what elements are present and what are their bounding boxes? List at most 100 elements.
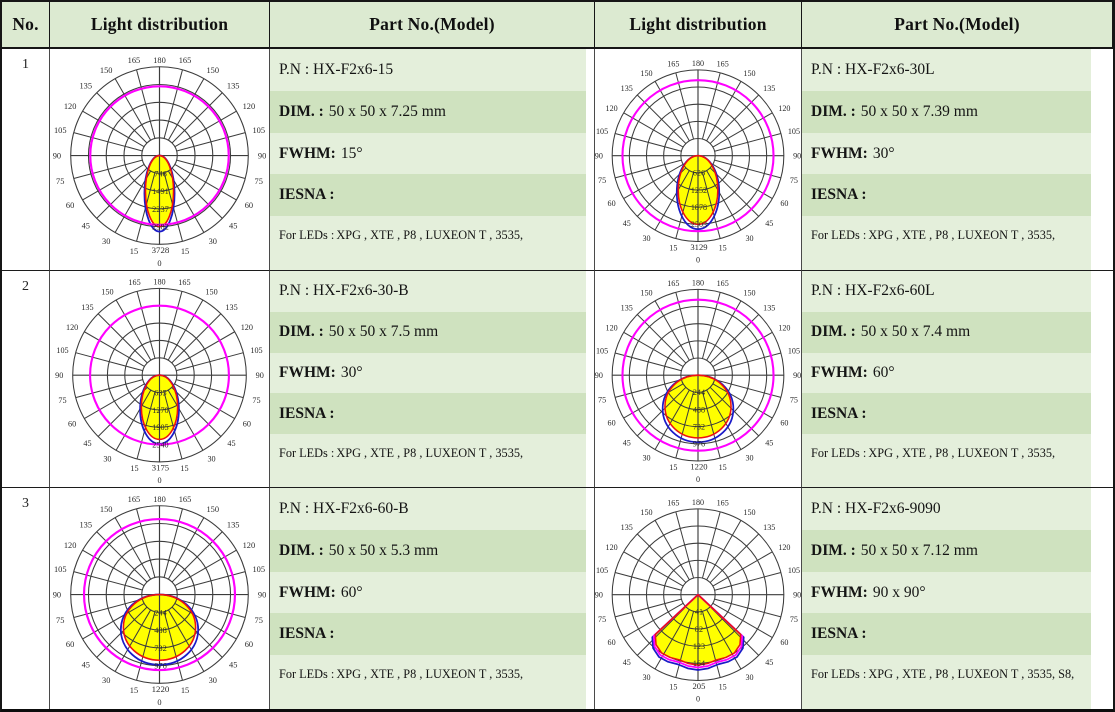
part-number-text: P.N : HX-F2x6-60-B bbox=[279, 499, 409, 517]
polar-light-distribution-chart: 746 1491 2237 2982 3728 0 15 15 30 30 45 45 60 60 75 75… bbox=[53, 56, 267, 268]
axis-tick-label: 45 bbox=[82, 660, 90, 669]
axis-tick-label: 60 bbox=[608, 199, 616, 208]
axis-tick-label: 90 bbox=[258, 591, 266, 600]
axis-tick-label: 150 bbox=[743, 288, 755, 297]
part-number-band: P.N : HX-F2x6-30-B bbox=[270, 271, 586, 312]
fwhm-label: FWHM: bbox=[279, 364, 336, 382]
fwhm-label: FWHM: bbox=[279, 144, 336, 162]
part-number-text: P.N : HX-F2x6-15 bbox=[279, 60, 394, 78]
fwhm-band: FWHM: 60° bbox=[270, 571, 586, 614]
dim-value: 50 x 50 x 7.5 mm bbox=[328, 323, 439, 341]
leds-label: For LEDs : bbox=[811, 667, 867, 682]
dim-label: DIM. : bbox=[811, 102, 856, 120]
axis-tick-label: 2237 bbox=[152, 205, 169, 214]
axis-tick-label: 75 bbox=[790, 396, 798, 405]
axis-tick-label: 2540 bbox=[152, 440, 168, 449]
axis-tick-label: 60 bbox=[780, 199, 788, 208]
axis-tick-label: 732 bbox=[154, 644, 167, 653]
header-cell-part-no-1: Part No.(Model) bbox=[270, 2, 595, 49]
axis-tick-label: 135 bbox=[227, 82, 240, 91]
axis-tick-label: 30 bbox=[745, 454, 753, 463]
axis-tick-label: 1220 bbox=[152, 684, 170, 694]
axis-tick-label: 30 bbox=[103, 455, 111, 464]
axis-tick-label: 746 bbox=[154, 169, 167, 178]
fwhm-value: 30° bbox=[872, 144, 895, 162]
axis-tick-label: 75 bbox=[252, 396, 260, 405]
axis-tick-label: 180 bbox=[153, 56, 166, 65]
dim-value: 50 x 50 x 5.3 mm bbox=[328, 541, 439, 559]
dim-label: DIM. : bbox=[279, 541, 324, 559]
part-number-band: P.N : HX-F2x6-9090 bbox=[802, 488, 1091, 530]
axis-tick-label: 75 bbox=[56, 177, 64, 186]
axis-tick-label: 105 bbox=[788, 346, 800, 355]
axis-tick-label: 30 bbox=[207, 455, 215, 464]
axis-tick-label: 60 bbox=[245, 201, 253, 210]
axis-tick-label: 105 bbox=[596, 127, 608, 136]
axis-tick-label: 165 bbox=[179, 495, 192, 504]
dimensions-band: DIM. :50 x 50 x 7.39 mm bbox=[802, 90, 1091, 133]
leds-label: For LEDs : bbox=[279, 667, 335, 682]
axis-tick-label: 90 bbox=[595, 152, 603, 161]
dim-label: DIM. : bbox=[811, 323, 856, 341]
axis-tick-label: 150 bbox=[206, 66, 219, 75]
axis-tick-label: 165 bbox=[128, 495, 141, 504]
polar-light-distribution-chart: 244 488 732 976 1220 0 15 15 30 30 45 45 60 60 75 75 90 9… bbox=[595, 279, 801, 484]
axis-tick-label: 30 bbox=[209, 676, 217, 685]
axis-tick-label: 90 bbox=[53, 591, 61, 600]
part-model-cell: P.N : HX-F2x6-30-B DIM. :50 x 50 x 7.5 mm… bbox=[270, 271, 595, 488]
axis-tick-label: 75 bbox=[598, 615, 606, 624]
axis-tick-label: 45 bbox=[623, 658, 631, 667]
compatible-leds-band: For LEDs : XPG , XTE , P8 , LUXEON T , 35… bbox=[270, 434, 586, 487]
axis-tick-label: 0 bbox=[157, 698, 161, 707]
iesna-band: IESNA : bbox=[270, 174, 586, 217]
dim-value: 50 x 50 x 7.39 mm bbox=[860, 102, 978, 120]
axis-tick-label: 105 bbox=[788, 566, 800, 575]
iesna-band: IESNA : bbox=[270, 613, 586, 656]
axis-tick-label: 135 bbox=[621, 304, 633, 313]
axis-tick-label: 45 bbox=[765, 438, 773, 447]
fwhm-label: FWHM: bbox=[811, 364, 868, 382]
part-info-block: P.N : HX-F2x6-9090 DIM. :50 x 50 x 7.12 m… bbox=[802, 488, 1091, 709]
part-number-band: P.N : HX-F2x6-15 bbox=[270, 49, 586, 91]
axis-tick-label: 0 bbox=[696, 695, 700, 704]
axis-tick-label: 75 bbox=[598, 396, 606, 405]
polar-light-distribution-chart: 41 82 123 164 205 0 15 15 30 30 45 45 60 60 75 75 90 90 10… bbox=[595, 498, 801, 704]
fwhm-band: FWHM: 15° bbox=[270, 132, 586, 175]
iesna-label: IESNA : bbox=[811, 625, 867, 643]
axis-tick-label: 135 bbox=[227, 521, 240, 530]
light-distribution-cell: 244 488 732 976 1220 0 15 15 30 30 45 45 60 60 75 75 90 9… bbox=[50, 488, 270, 709]
axis-tick-label: 205 bbox=[693, 681, 706, 691]
axis-tick-label: 165 bbox=[179, 56, 192, 65]
dim-value: 50 x 50 x 7.25 mm bbox=[328, 102, 446, 120]
axis-tick-label: 45 bbox=[229, 660, 237, 669]
axis-tick-label: 60 bbox=[243, 419, 251, 428]
axis-tick-label: 180 bbox=[153, 278, 165, 287]
axis-tick-label: 45 bbox=[229, 221, 237, 230]
light-distribution-cell: 244 488 732 976 1220 0 15 15 30 30 45 45 60 60 75 75 90 9… bbox=[595, 271, 802, 488]
axis-tick-label: 45 bbox=[82, 221, 90, 230]
axis-tick-label: 165 bbox=[667, 59, 679, 68]
axis-tick-label: 15 bbox=[130, 247, 138, 256]
polar-light-distribution-chart: 244 488 732 976 1220 0 15 15 30 30 45 45 60 60 75 75 90 9… bbox=[53, 495, 267, 707]
axis-tick-label: 120 bbox=[241, 323, 253, 332]
axis-tick-label: 120 bbox=[778, 543, 790, 552]
axis-tick-label: 90 bbox=[595, 371, 603, 380]
axis-tick-label: 90 bbox=[55, 371, 63, 380]
part-number-text: P.N : HX-F2x6-30L bbox=[811, 60, 935, 78]
axis-tick-label: 15 bbox=[669, 244, 677, 253]
iesna-label: IESNA : bbox=[279, 625, 335, 643]
fwhm-value: 15° bbox=[340, 144, 363, 162]
axis-tick-label: 150 bbox=[100, 505, 113, 514]
axis-tick-label: 1491 bbox=[152, 187, 169, 196]
axis-tick-label: 135 bbox=[81, 303, 93, 312]
axis-tick-label: 635 bbox=[154, 388, 166, 397]
axis-tick-label: 135 bbox=[763, 523, 775, 532]
iesna-label: IESNA : bbox=[279, 186, 335, 204]
fwhm-value: 60° bbox=[872, 364, 895, 382]
axis-tick-label: 244 bbox=[154, 608, 167, 617]
axis-tick-label: 60 bbox=[68, 419, 76, 428]
axis-tick-label: 165 bbox=[717, 498, 729, 507]
axis-tick-label: 45 bbox=[765, 219, 773, 228]
axis-tick-label: 180 bbox=[153, 495, 166, 504]
